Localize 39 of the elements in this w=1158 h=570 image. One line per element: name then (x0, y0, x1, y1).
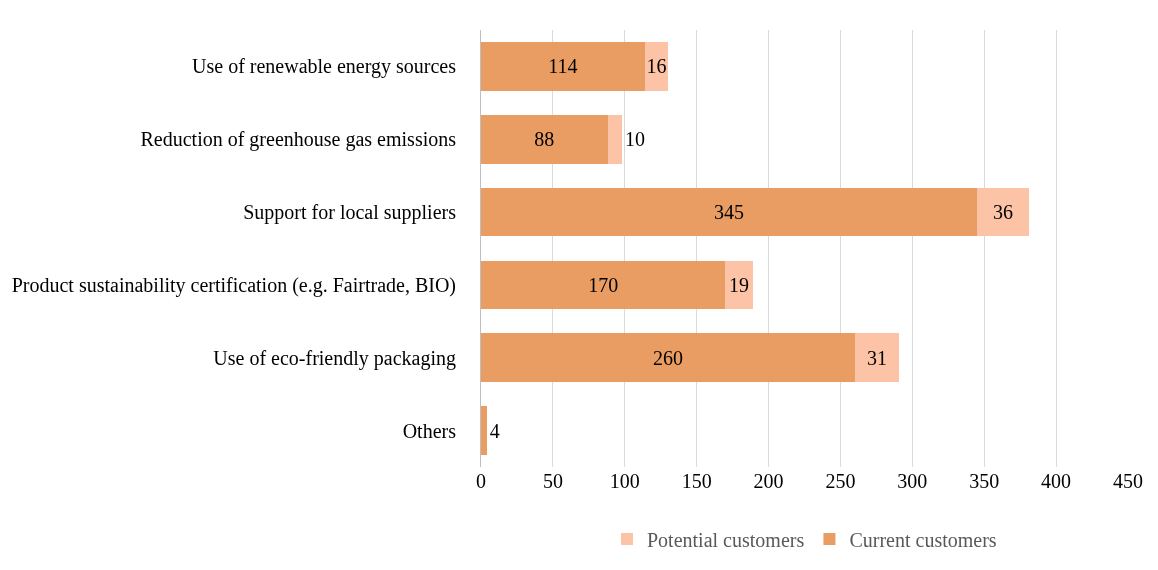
data-label: 36 (992, 201, 1013, 224)
x-tick-label: 300 (897, 470, 928, 492)
bar (481, 114, 608, 164)
data-label: 10 (624, 128, 645, 151)
x-tick-label: 150 (681, 470, 712, 492)
x-tick-label: 250 (825, 470, 856, 492)
y-tick-label: Product sustainability certification (e.g. Fairtrade, BIO) (11, 273, 456, 297)
bar (481, 187, 978, 237)
data-label: 19 (729, 273, 750, 296)
y-tick-label: Reduction of greenhouse gas emissions (140, 128, 457, 152)
data-label: 345 (714, 201, 745, 224)
data-label: 31 (867, 346, 888, 369)
legend-label: Current customers (849, 528, 997, 551)
data-label: 16 (646, 55, 667, 78)
data-label: 170 (588, 273, 619, 296)
bar (481, 333, 855, 383)
data-label: 88 (534, 128, 555, 151)
bar (481, 406, 487, 455)
bar (977, 187, 1029, 237)
x-tick-label: 200 (753, 470, 784, 492)
x-tick-label: 400 (1041, 470, 1072, 492)
x-tick-label: 450 (1113, 470, 1143, 492)
legend-label: Potential customers (647, 528, 805, 551)
data-label: 114 (548, 55, 578, 78)
bar (854, 333, 900, 383)
x-tick-label: 100 (609, 470, 640, 492)
bar (481, 42, 645, 91)
y-tick-label: Use of renewable energy sources (192, 55, 457, 79)
y-tick-label: Use of eco-friendly packaging (213, 346, 456, 370)
x-tick-label: 0 (476, 470, 486, 492)
y-tick-label: Support for local suppliers (243, 201, 457, 225)
data-label: 260 (652, 346, 683, 369)
x-tick-label: 350 (969, 470, 1000, 492)
bar (607, 114, 622, 164)
bar (481, 260, 726, 310)
bar (725, 260, 753, 310)
data-label: 4 (489, 419, 500, 442)
y-tick-label: Others (402, 419, 457, 442)
x-tick-label: 50 (542, 470, 563, 492)
